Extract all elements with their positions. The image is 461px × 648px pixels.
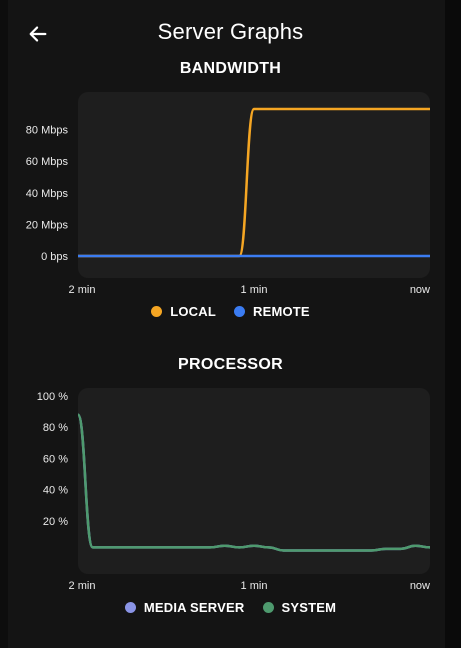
legend-label: LOCAL: [170, 304, 216, 319]
legend-item-media-server[interactable]: MEDIA SERVER: [124, 600, 245, 615]
x-tick-label: now: [410, 580, 430, 592]
x-tick-label: now: [410, 284, 430, 296]
processor-plot-area: [78, 388, 430, 574]
x-tick-label: 2 min: [69, 580, 96, 592]
y-tick-label: 20 Mbps: [26, 219, 69, 231]
y-tick-label: 80 Mbps: [26, 125, 69, 137]
bandwidth-plot-area: [78, 92, 430, 278]
processor-title: PROCESSOR: [178, 356, 283, 373]
processor-chart: 20 % 40 % 60 % 80 % 100 % 2 min 1 min now: [37, 388, 431, 592]
x-tick-label: 1 min: [241, 580, 268, 592]
y-tick-label: 60 %: [43, 453, 68, 465]
x-tick-label: 2 min: [69, 284, 96, 296]
arrow-left-icon: [29, 26, 47, 42]
legend-label: SYSTEM: [281, 600, 337, 615]
legend-dot-icon: [151, 306, 163, 317]
bandwidth-chart: 0 bps 20 Mbps 40 Mbps 60 Mbps 80 Mbps 2 min 1…: [26, 92, 430, 296]
processor-legend: MEDIA SERVER SYSTEM: [0, 600, 461, 615]
legend-item-remote[interactable]: REMOTE: [233, 304, 310, 319]
legend-item-local[interactable]: LOCAL: [151, 304, 216, 319]
bandwidth-title: BANDWIDTH: [179, 60, 282, 77]
x-tick-label: 1 min: [241, 284, 268, 296]
y-tick-label: 60 Mbps: [26, 156, 69, 168]
screen-edge: [445, 0, 461, 648]
legend-dot-icon: [233, 306, 245, 317]
legend-item-system[interactable]: SYSTEM: [262, 600, 337, 615]
series-line-system: [76, 413, 431, 552]
y-tick-label: 0 bps: [41, 251, 68, 263]
legend-label: MEDIA SERVER: [143, 600, 245, 615]
y-tick-label: 100 %: [37, 391, 68, 403]
back-button[interactable]: [22, 18, 54, 50]
legend-dot-icon: [124, 602, 136, 613]
y-tick-label: 40 Mbps: [26, 188, 69, 200]
bandwidth-legend: LOCAL REMOTE: [0, 304, 461, 319]
y-tick-label: 80 %: [43, 422, 68, 434]
y-tick-label: 20 %: [43, 516, 68, 528]
page-title: Server Graphs: [157, 19, 304, 44]
legend-dot-icon: [262, 602, 274, 613]
legend-label: REMOTE: [252, 304, 310, 319]
y-tick-label: 40 %: [43, 485, 68, 497]
